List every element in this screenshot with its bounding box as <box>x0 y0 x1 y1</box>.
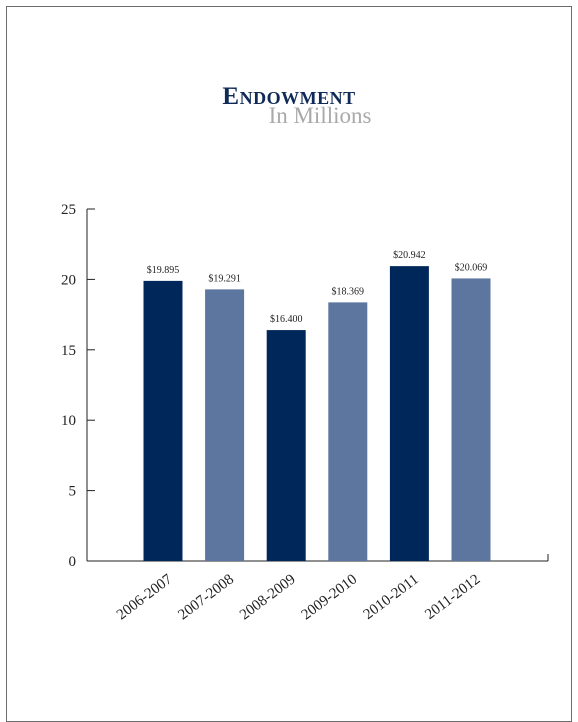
x-category-label: 2011-2012 <box>422 571 483 623</box>
x-category-label: 2006-2007 <box>114 571 176 623</box>
bar <box>451 278 491 561</box>
bar <box>389 266 429 561</box>
x-category-label: 2010-2011 <box>361 571 422 623</box>
bar-value-label: $19.895 <box>147 265 180 276</box>
y-tick-label: 10 <box>61 413 76 429</box>
bar <box>205 289 245 561</box>
bar-value-label: $20.942 <box>393 250 426 261</box>
bar-value-label: $16.400 <box>270 314 303 325</box>
y-tick-label: 20 <box>61 272 76 288</box>
x-category-label: 2007-2008 <box>175 571 237 623</box>
chart-title: Endowment <box>222 83 356 110</box>
y-tick-label: 15 <box>61 343 76 359</box>
y-tick-label: 25 <box>61 202 76 218</box>
x-category-label: 2009-2010 <box>299 571 361 623</box>
bar <box>266 330 306 561</box>
bar <box>328 302 368 561</box>
y-tick-label: 0 <box>69 554 77 570</box>
bar-value-label: $18.369 <box>332 286 365 297</box>
bar-value-label: $20.069 <box>455 262 488 273</box>
chart-subtitle: In Millions <box>268 103 372 128</box>
bar-value-label: $19.291 <box>208 273 241 284</box>
x-category-label: 2008-2009 <box>237 571 299 623</box>
y-tick-label: 5 <box>69 484 77 500</box>
bar <box>143 280 183 561</box>
